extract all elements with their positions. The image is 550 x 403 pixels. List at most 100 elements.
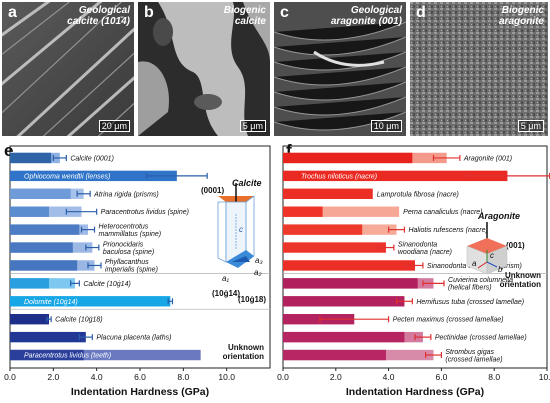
bar <box>283 260 415 271</box>
bar-label: Calcite (10ġ18) <box>55 317 102 324</box>
sem-letter: a <box>8 4 17 21</box>
bar-label: (helical fibers) <box>448 285 492 292</box>
bar-label: Sinanodonta <box>398 241 437 248</box>
sem-title-line2c: 4) <box>121 16 130 27</box>
x-tick-label: 10.0 <box>539 372 550 382</box>
bar-label: Paracentrotus lividus (teeth) <box>24 353 111 360</box>
bar-label: baculosa (spine) <box>103 249 154 256</box>
x-tick-label: 10.0 <box>218 372 235 382</box>
bar-label: Paracentrotus lividus (spine) <box>101 209 189 216</box>
sem-title-line1: Biogenic <box>223 5 266 16</box>
bar-label: (crossed lamellae) <box>445 356 502 363</box>
sem-image-geological-calcite <box>2 2 134 136</box>
scale-bar: 10 μm <box>370 120 402 132</box>
inset-label: b <box>498 265 503 274</box>
inset-label: a₂ <box>254 268 262 277</box>
bar <box>283 170 508 182</box>
sem-image-geological-aragonite <box>274 2 406 136</box>
x-tick-label: 4.0 <box>383 372 395 382</box>
sem-title-line1: Biogenic <box>501 5 544 16</box>
bar-label: Calcite (10ġ14) <box>83 281 130 288</box>
sem-panel-b: b Biogenic calcite 5 μm <box>138 2 270 136</box>
bar <box>10 188 71 199</box>
sem-title-line2b: 1̄ <box>115 16 122 27</box>
bar <box>283 206 323 217</box>
inset-label: c <box>239 225 243 234</box>
sem-letter: b <box>144 4 154 21</box>
sem-panel-d: d Biogenic aragonite 5 μm <box>410 2 548 136</box>
calcite-crystal-inset: Calcite (0001) c a₁ a₂ a₃ (10ġ14)(10ġ18) <box>201 178 266 304</box>
bar-label: Aragonite (001) <box>463 155 512 162</box>
bar-label: imperialis (spine) <box>105 267 158 274</box>
sem-image-biogenic-calcite <box>138 2 270 136</box>
unknown-label: orientation <box>223 352 264 361</box>
bar <box>10 152 52 164</box>
x-tick-label: 0.0 <box>277 372 289 382</box>
x-tick-label: 2.0 <box>47 372 59 382</box>
bar <box>283 224 363 235</box>
panel-letter: e <box>4 141 13 160</box>
inset-label: (0001) <box>201 186 224 195</box>
bar <box>10 331 86 343</box>
sem-letter: c <box>280 4 289 21</box>
bar-label: Lamprotula fibrosa (nacre) <box>377 191 459 198</box>
sem-image-biogenic-aragonite <box>410 2 548 136</box>
inset-label: (001) <box>506 241 525 250</box>
bar-label: mammillatus (spine) <box>99 231 162 238</box>
bar <box>10 260 78 271</box>
bar <box>10 349 84 361</box>
x-tick-label: 8.0 <box>177 372 189 382</box>
bar <box>10 170 177 182</box>
bar <box>10 242 73 253</box>
sem-panel-a: a Geological calcite (101̄4) 20 μm <box>2 2 134 136</box>
bar <box>283 331 405 343</box>
bar-label: Atrina rigida (prisms) <box>93 191 159 198</box>
bar <box>10 278 49 289</box>
inset-label: a <box>472 259 477 268</box>
unknown-label: Unknown <box>505 271 541 280</box>
bar <box>283 242 386 253</box>
panel-letter: f <box>286 141 292 160</box>
x-tick-label: 8.0 <box>488 372 500 382</box>
sem-panel-c: c Geological aragonite (001) 10 μm <box>274 2 406 136</box>
bar-range <box>10 349 201 361</box>
sem-title-line2: aragonite <box>498 16 544 27</box>
bar-label: Pecten maximus (crossed lamellae) <box>393 317 504 324</box>
bar <box>283 188 373 199</box>
x-tick-label: 6.0 <box>435 372 447 382</box>
inset-label: (10ġ14) <box>212 289 240 298</box>
b-axis <box>486 261 498 268</box>
scale-bar: 5 μm <box>239 120 266 132</box>
bar-label: Dolomite (10ġ14) <box>24 299 78 306</box>
bar-label: Trochus niloticus (nacre) <box>301 173 377 180</box>
bar <box>10 206 49 217</box>
bar <box>283 296 405 307</box>
sem-title: Biogenic aragonite <box>499 5 544 27</box>
aragonite-crystal-inset: Aragonite (001) c a b <box>466 211 525 275</box>
sem-title: Geological aragonite (001) <box>331 5 402 27</box>
crystal-bottom-dark <box>232 256 250 262</box>
bar <box>283 349 386 361</box>
a-axis <box>477 261 488 269</box>
bar-label: Hemifusus tuba (crossed lamellae) <box>416 299 524 306</box>
sem-title-line1: Geological <box>350 5 402 16</box>
scale-bar: 5 μm <box>517 120 544 132</box>
bar-label: Calcite (0001) <box>70 155 114 162</box>
x-tick-label: 6.0 <box>134 372 146 382</box>
x-tick-label: 4.0 <box>91 372 103 382</box>
x-axis-label: Indentation Hardness (GPa) <box>71 386 209 398</box>
bar-range <box>283 206 400 217</box>
sem-letter: d <box>416 4 426 21</box>
bar-label: Strombus gigas <box>445 349 494 356</box>
sem-title-line2: aragonite (001) <box>330 16 402 27</box>
x-axis-label: Indentation Hardness (GPa) <box>346 386 484 398</box>
sem-title: Geological calcite (101̄4) <box>67 5 130 27</box>
bar <box>283 314 355 325</box>
chart-panel-f: f Aragonite (001) Trochus niloticus (nacre… <box>277 141 550 398</box>
bar-label: Perna canaliculus (nacre) <box>403 209 482 216</box>
x-tick-label: 2.0 <box>330 372 342 382</box>
bar-label: Haliotis rufescens (nacre) <box>408 227 487 234</box>
bar-label: woodiana (nacre) <box>398 249 452 256</box>
inset-label: a₃ <box>255 256 263 265</box>
